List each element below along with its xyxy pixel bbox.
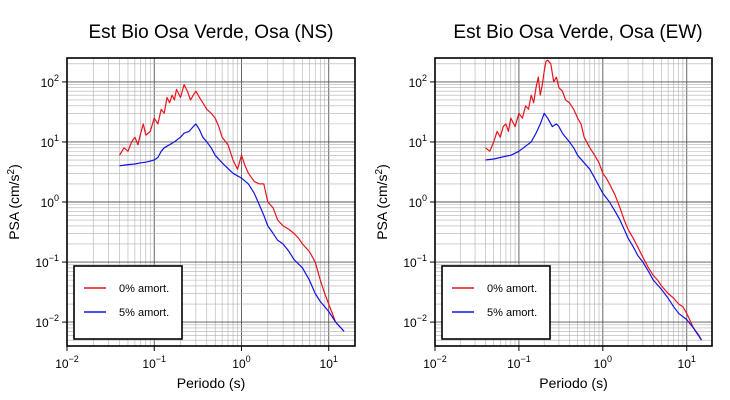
x-tick-label: 101 [678, 354, 696, 371]
legend-box [73, 265, 183, 340]
x-tick-label-base: 10 [55, 357, 69, 371]
x-tick-label: 100 [594, 354, 612, 371]
y-tick-label: 100 [41, 193, 59, 210]
series-line-undamped [485, 59, 703, 341]
grid [66, 58, 356, 347]
chart-title: Est Bio Osa Verde, Osa (NS) [89, 22, 334, 43]
x-tick-label-base: 10 [320, 357, 334, 371]
y-tick-label: 10−2 [35, 313, 59, 330]
x-tick-label-base: 10 [507, 357, 521, 371]
y-axis-label: PSA (cm/s2) [374, 164, 390, 240]
y-tick-label-base: 10 [403, 256, 417, 270]
series-line-undamped [118, 83, 345, 332]
y-axis-label-sup: 2 [374, 168, 385, 174]
y-tick-label: 101 [41, 133, 59, 150]
y-tick-label: 101 [409, 133, 427, 150]
y-tick-label-base: 10 [409, 196, 423, 210]
legend-label: 5% amort. [119, 307, 169, 319]
x-tick-label-base: 10 [142, 357, 156, 371]
x-tick-label-exp: −2 [69, 354, 79, 364]
y-tick-label-exp: 0 [54, 193, 59, 203]
y-tick-label-base: 10 [35, 256, 49, 270]
x-tick-label-base: 10 [423, 357, 437, 371]
x-tick-label: 10−2 [55, 354, 79, 371]
y-tick-label-exp: 1 [422, 133, 427, 143]
y-tick-label-exp: −1 [49, 253, 59, 263]
legend: 0% amort. 5% amort. [441, 265, 551, 340]
y-axis-label-base: PSA (cm/s [374, 174, 390, 239]
y-tick-label-exp: −2 [49, 313, 59, 323]
y-axis-label-sup: 2 [6, 168, 17, 174]
y-tick-label-base: 10 [41, 196, 55, 210]
y-tick-label-exp: 2 [422, 73, 427, 83]
x-tick-label-exp: −2 [437, 354, 447, 364]
y-tick-label: 10−1 [403, 253, 427, 270]
x-tick-label: 101 [320, 354, 338, 371]
legend: 0% amort. 5% amort. [73, 265, 183, 340]
y-tick-label-exp: 2 [54, 73, 59, 83]
x-tick-label-base: 10 [232, 357, 246, 371]
y-tick-label-exp: −2 [417, 313, 427, 323]
y-axis-label-end: ) [6, 164, 22, 169]
x-tick-label: 100 [232, 354, 250, 371]
chart-title: Est Bio Osa Verde, Osa (EW) [453, 22, 702, 43]
x-tick-label-exp: 0 [607, 354, 612, 364]
grid [434, 58, 713, 347]
legend-label: 0% amort. [119, 283, 169, 295]
y-tick-label-base: 10 [41, 76, 55, 90]
y-tick-label-base: 10 [35, 316, 49, 330]
x-tick-label-exp: 1 [691, 354, 696, 364]
y-axis-label-end: ) [374, 164, 390, 169]
y-tick-label: 10−2 [403, 313, 427, 330]
x-axis-label: Periodo (s) [177, 375, 245, 391]
y-axis-label-base: PSA (cm/s [6, 174, 22, 239]
y-tick-label-exp: 0 [422, 193, 427, 203]
legend-box [441, 265, 551, 340]
x-tick-label: 10−1 [507, 354, 531, 371]
x-tick-label-base: 10 [678, 357, 692, 371]
y-tick-label-base: 10 [41, 136, 55, 150]
y-tick-label-base: 10 [403, 316, 417, 330]
y-tick-label: 102 [41, 73, 59, 90]
x-axis-label: Periodo (s) [539, 375, 607, 391]
x-tick-label: 10−2 [423, 354, 447, 371]
x-tick-label-base: 10 [594, 357, 608, 371]
y-tick-label: 102 [409, 73, 427, 90]
legend-label: 5% amort. [487, 307, 537, 319]
x-tick-label-exp: −1 [520, 354, 530, 364]
y-tick-label-base: 10 [409, 136, 423, 150]
y-tick-label-exp: −1 [417, 253, 427, 263]
legend-label: 0% amort. [487, 283, 537, 295]
y-tick-label: 100 [409, 193, 427, 210]
series-line-damped [119, 123, 345, 332]
y-tick-label-exp: 1 [54, 133, 59, 143]
x-tick-label-exp: 1 [333, 354, 338, 364]
x-tick-label: 10−1 [142, 354, 166, 371]
y-axis-label: PSA (cm/s2) [6, 164, 22, 240]
y-tick-label: 10−1 [35, 253, 59, 270]
y-tick-label-base: 10 [409, 76, 423, 90]
series-line-damped [485, 112, 703, 341]
x-tick-label-exp: 0 [246, 354, 251, 364]
x-tick-label-exp: −1 [156, 354, 166, 364]
